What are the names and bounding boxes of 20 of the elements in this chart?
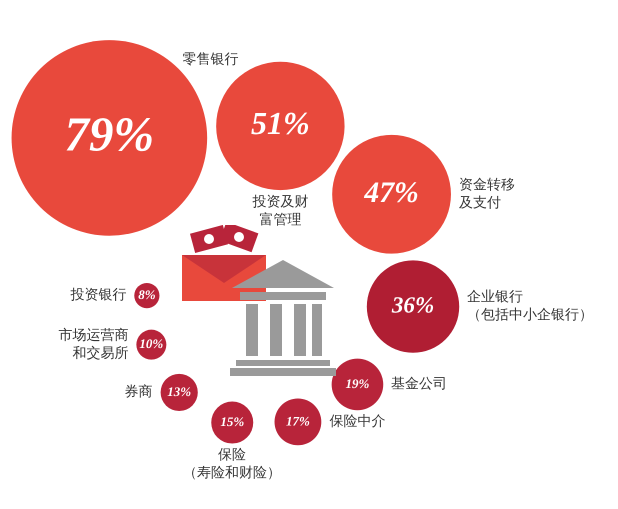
category-label: 市场运营商和交易所 [58,327,128,362]
data-label: 36% [390,292,434,318]
category-label: 投资及财富管理 [251,194,308,228]
category-label: 基金公司 [391,376,448,392]
data-label: 13% [167,384,192,399]
category-label: 零售银行 [182,51,239,68]
data-label: 15% [220,414,244,429]
data-label: 19% [346,376,370,391]
category-label: 投资银行 [69,287,126,304]
data-label: 10% [139,336,164,352]
category-label: 保险（寿险和财险） [183,447,282,482]
category-label: 企业银行（包括中小企银行） [467,289,594,324]
data-label: 79% [64,106,154,162]
data-label: 47% [363,176,419,209]
category-label: 券商 [124,384,153,400]
data-label: 8% [138,286,156,302]
data-label: 51% [250,105,310,142]
category-label: 资金转移及支付 [458,176,515,211]
category-label: 保险中介 [329,414,386,430]
data-label: 17% [286,413,310,428]
